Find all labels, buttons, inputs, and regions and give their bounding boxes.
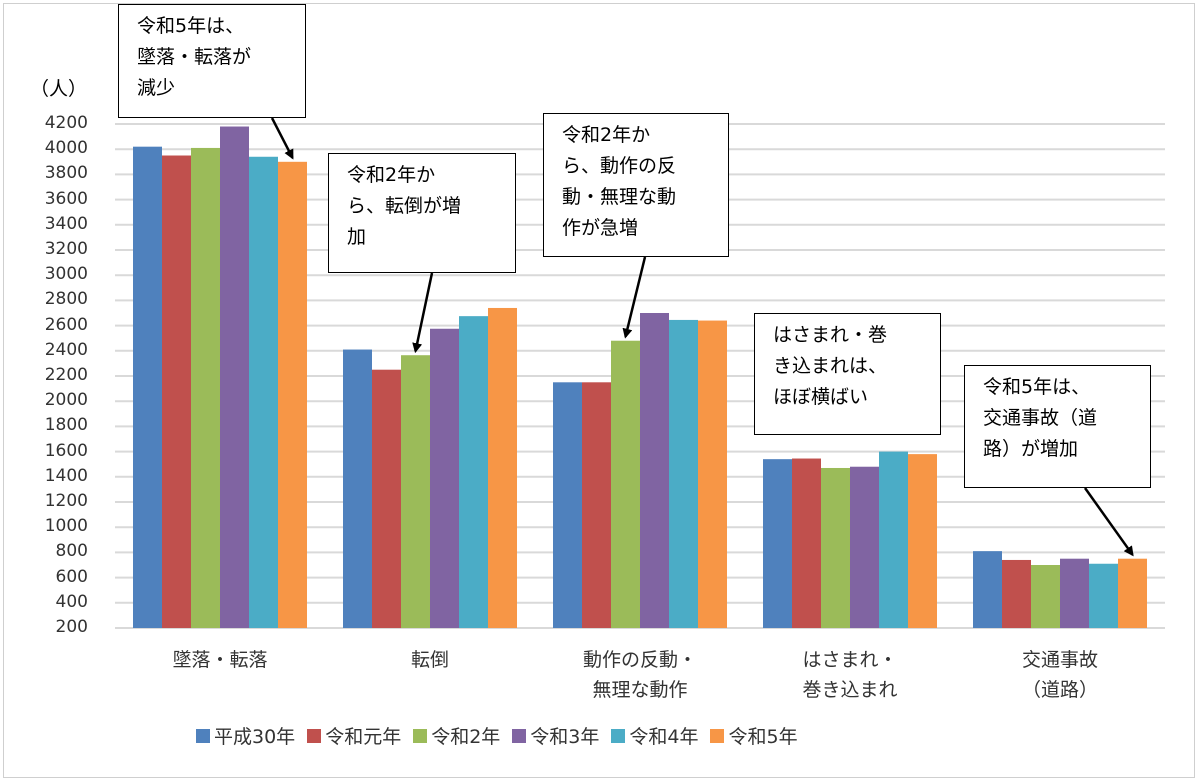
legend-swatch bbox=[196, 728, 210, 743]
bar-令和2年-1 bbox=[401, 355, 430, 628]
x-category-label: 転倒 bbox=[410, 649, 449, 671]
bar-令和5年-4 bbox=[1118, 558, 1147, 628]
bar-令和3年-1 bbox=[430, 328, 459, 628]
y-tick-label: 4000 bbox=[44, 138, 88, 159]
y-tick-label: 2000 bbox=[44, 390, 88, 411]
bar-令和元年-0 bbox=[162, 155, 191, 628]
annotation-arrow bbox=[622, 256, 647, 339]
y-tick-label: 200 bbox=[55, 617, 88, 637]
bar-令和2年-4 bbox=[1031, 565, 1060, 628]
bar-令和5年-2 bbox=[698, 320, 727, 628]
bar-令和5年-1 bbox=[488, 307, 517, 628]
legend-label: 令和元年 bbox=[325, 726, 402, 748]
annotation-arrow bbox=[412, 272, 434, 354]
y-tick-label: 2200 bbox=[44, 365, 88, 385]
x-category-label: はさまれ・ 巻き込まれ bbox=[802, 649, 898, 701]
y-tick-label: 2400 bbox=[44, 339, 88, 360]
legend-item: 令和元年 bbox=[307, 722, 401, 749]
bar-令和5年-0 bbox=[278, 161, 307, 629]
y-tick-label: 3000 bbox=[44, 264, 88, 285]
annotation-callout: 令和5年は、 交通事故（道 路）が増加 bbox=[964, 365, 1151, 488]
legend-swatch bbox=[611, 728, 626, 743]
y-tick-label: 3800 bbox=[44, 163, 88, 184]
y-tick-label: 1000 bbox=[44, 516, 88, 537]
bar-令和3年-3 bbox=[850, 466, 879, 628]
legend-swatch bbox=[413, 728, 428, 743]
bar-令和4年-1 bbox=[459, 316, 488, 628]
annotation-callout: 令和2年か ら、動作の反 動・無理な動 作が急増 bbox=[543, 113, 729, 257]
bar-平成30年-3 bbox=[763, 459, 792, 628]
bar-令和4年-2 bbox=[669, 319, 698, 628]
x-category-label: 動作の反動・ 無理な動作 bbox=[582, 649, 697, 701]
annotation-arrow bbox=[1083, 487, 1134, 557]
bar-令和元年-4 bbox=[1002, 559, 1031, 628]
bar-令和2年-0 bbox=[191, 147, 220, 628]
x-category-label: 墜落・転落 bbox=[172, 649, 268, 671]
y-tick-label: 1800 bbox=[44, 415, 88, 436]
bar-令和3年-2 bbox=[640, 313, 669, 628]
bar-令和3年-0 bbox=[220, 126, 249, 629]
bar-令和2年-3 bbox=[821, 467, 850, 628]
legend: 平成30年 令和元年 令和2年 令和3年 令和4年 令和5年 bbox=[196, 722, 810, 749]
bar-令和4年-0 bbox=[249, 156, 278, 628]
annotation-callout: 令和2年か ら、転倒が増 加 bbox=[328, 153, 516, 273]
y-axis-unit-label: （人） bbox=[30, 78, 88, 100]
legend-label: 平成30年 bbox=[214, 726, 296, 748]
bar-平成30年-1 bbox=[343, 349, 372, 628]
bar-令和元年-3 bbox=[792, 458, 821, 628]
y-tick-label: 1600 bbox=[44, 440, 88, 461]
bar-平成30年-2 bbox=[553, 382, 582, 628]
y-tick-label: 1200 bbox=[44, 491, 88, 511]
bar-平成30年-0 bbox=[133, 146, 162, 628]
y-tick-label: 400 bbox=[55, 591, 88, 612]
y-tick-label: 4200 bbox=[44, 113, 88, 133]
y-tick-label: 600 bbox=[55, 566, 88, 587]
legend-label: 令和4年 bbox=[629, 726, 699, 748]
legend-label: 令和5年 bbox=[728, 726, 798, 748]
bar-令和元年-1 bbox=[372, 369, 401, 628]
bar-令和5年-3 bbox=[908, 454, 937, 628]
bar-令和3年-4 bbox=[1060, 558, 1089, 628]
legend-swatch bbox=[710, 728, 725, 743]
legend-item: 令和2年 bbox=[413, 722, 500, 749]
y-tick-label: 3200 bbox=[44, 239, 88, 259]
legend-swatch bbox=[512, 728, 527, 743]
bar-令和2年-2 bbox=[611, 340, 640, 628]
y-tick-label: 800 bbox=[55, 541, 88, 562]
legend-item: 令和4年 bbox=[611, 722, 698, 749]
legend-swatch bbox=[307, 728, 322, 743]
bar-令和4年-3 bbox=[879, 451, 908, 628]
legend-label: 令和3年 bbox=[530, 726, 600, 748]
y-tick-label: 1400 bbox=[44, 465, 88, 486]
legend-item: 平成30年 bbox=[196, 722, 295, 749]
annotation-arrow bbox=[270, 117, 294, 160]
bar-令和4年-4 bbox=[1089, 563, 1118, 628]
legend-item: 令和5年 bbox=[710, 722, 798, 749]
bar-令和元年-2 bbox=[582, 382, 611, 628]
chart-frame bbox=[3, 3, 1195, 778]
annotation-callout: はさまれ・巻 き込まれは、 ほぼ横ばい bbox=[754, 313, 941, 435]
legend-label: 令和2年 bbox=[431, 726, 501, 748]
x-category-label: 交通事故 （道路） bbox=[1021, 649, 1098, 701]
annotation-callout: 令和5年は、 墜落・転落が 減少 bbox=[118, 4, 306, 118]
legend-item: 令和3年 bbox=[512, 722, 599, 749]
y-tick-label: 2800 bbox=[44, 289, 88, 310]
bar-平成30年-4 bbox=[973, 551, 1002, 628]
y-tick-label: 3400 bbox=[44, 213, 88, 234]
y-tick-label: 2600 bbox=[44, 314, 88, 335]
y-tick-label: 3600 bbox=[44, 188, 88, 209]
